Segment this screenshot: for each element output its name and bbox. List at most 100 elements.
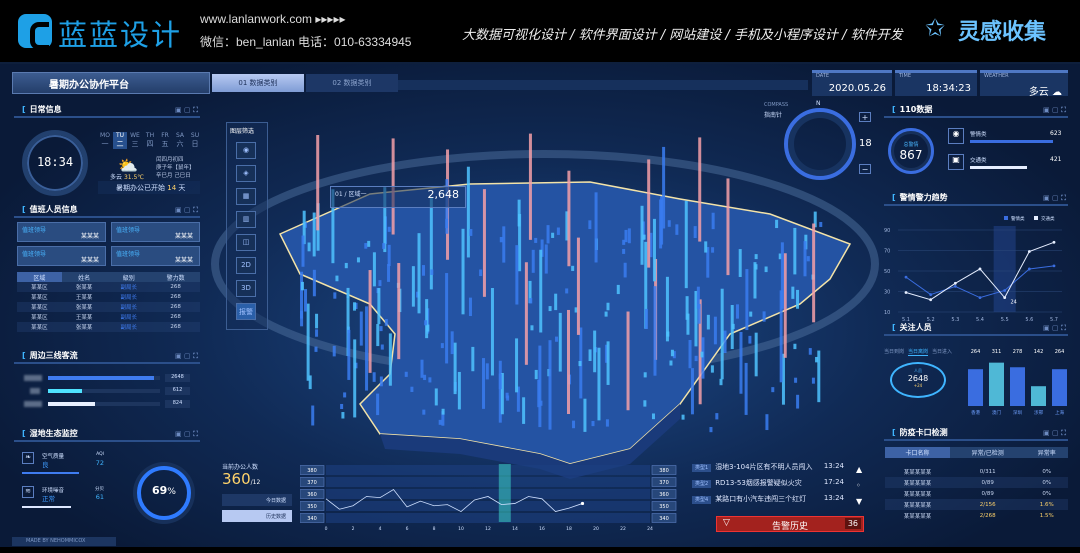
- layer-button[interactable]: ◫: [236, 234, 256, 251]
- data-point[interactable]: [953, 281, 957, 285]
- table-row[interactable]: 某某某某某 2/268 1.5%: [885, 510, 1068, 521]
- panel-controls[interactable]: ▣ ▢ ⛶: [1042, 106, 1066, 114]
- duty-card[interactable]: 值班领导 某某某: [17, 222, 106, 242]
- zoom-in-button[interactable]: +: [859, 112, 871, 122]
- event-item[interactable]: 类型1 湿地3-104片区有不明人员闯入 13:24: [692, 462, 844, 472]
- duty-card[interactable]: 值班领导 某某某: [111, 222, 200, 242]
- column-header[interactable]: 卡口名称: [885, 447, 950, 458]
- table-row[interactable]: 某某某某某 0/89 0%: [885, 488, 1068, 499]
- layer-button[interactable]: 2D: [236, 257, 256, 274]
- data-point[interactable]: [1027, 250, 1031, 253]
- website-link[interactable]: www.lanlanwork.com ▸▸▸▸▸: [200, 12, 346, 26]
- column-header[interactable]: 警力数: [151, 272, 200, 282]
- data-point[interactable]: [904, 291, 908, 294]
- scroll-up-icon[interactable]: ▲: [856, 465, 863, 474]
- compass-dial[interactable]: [784, 108, 856, 180]
- history-data-button[interactable]: 历史数据: [222, 510, 292, 522]
- panel-controls[interactable]: ▣ ▢ ⛶: [174, 352, 198, 360]
- layer-button[interactable]: ▦: [236, 188, 256, 205]
- layer-button[interactable]: 3D: [236, 280, 256, 297]
- zoom-out-button[interactable]: −: [859, 164, 871, 174]
- table-row[interactable]: 某某某某某 2/156 1.6%: [885, 499, 1068, 510]
- duty-card[interactable]: 值班领导 某某某: [111, 246, 200, 266]
- latest-point[interactable]: [580, 501, 585, 506]
- bar[interactable]: [1031, 386, 1046, 406]
- y-tick-label: 360: [659, 492, 669, 498]
- panel-controls[interactable]: ▣ ▢ ⛶: [1042, 194, 1066, 202]
- map-bar: [422, 409, 426, 415]
- map-bar: [441, 408, 445, 415]
- layer-button[interactable]: ▥: [236, 211, 256, 228]
- focus-tab[interactable]: 当日进入: [932, 349, 953, 355]
- table-row[interactable]: 某某区 张某某 副局长 268: [17, 302, 200, 312]
- data-point[interactable]: [1003, 296, 1007, 300]
- tab-data-category-2[interactable]: 02 数据类别: [306, 74, 398, 92]
- map-bar: [538, 345, 542, 428]
- table-row[interactable]: 某某某某某 0/89 0%: [885, 477, 1068, 488]
- panel-controls[interactable]: ▣ ▢ ⛶: [174, 430, 198, 438]
- layer-button[interactable]: ◈: [236, 165, 256, 182]
- map-bar: [315, 313, 319, 329]
- table-header: 卡口名称 异常/已检测 异常率: [885, 447, 1068, 458]
- panel-controls[interactable]: ▣ ▢ ⛶: [1042, 429, 1066, 437]
- panel-controls[interactable]: ▣ ▢ ⛶: [1042, 324, 1066, 332]
- data-point[interactable]: [904, 275, 908, 279]
- y-tick-label: 370: [307, 480, 317, 486]
- table-row[interactable]: 某某某某某 0/311 0%: [885, 466, 1068, 477]
- map-bar: [423, 374, 427, 381]
- bar[interactable]: [989, 362, 1004, 406]
- alarm-history-button[interactable]: ▽ 告警历史 36: [716, 516, 864, 532]
- layer-button[interactable]: 报警: [236, 303, 256, 320]
- column-header[interactable]: 級别: [106, 272, 152, 282]
- column-header[interactable]: 姓名: [61, 272, 107, 282]
- layer-button[interactable]: ◉: [236, 142, 256, 159]
- office-count-value: 360: [222, 470, 251, 488]
- focus-tab[interactable]: 当日离岗: [908, 349, 929, 356]
- scroll-down-icon[interactable]: ▼: [856, 497, 863, 506]
- map-bar: [346, 287, 350, 356]
- event-item[interactable]: 类型4 某路口有小汽车违闯三个红灯 13:24: [692, 494, 844, 504]
- data-point[interactable]: [953, 284, 957, 288]
- weekday-mo[interactable]: MO 一: [98, 132, 112, 149]
- table-row[interactable]: 某某区 王某某 副局长 268: [17, 312, 200, 322]
- data-point[interactable]: [978, 267, 982, 271]
- duty-card[interactable]: 值班领导 某某某: [17, 246, 106, 266]
- data-point[interactable]: [929, 298, 933, 302]
- column-header[interactable]: 区域: [17, 272, 62, 282]
- event-item[interactable]: 类型2 RD13-53烟感报警疑似火灾 17:24: [692, 478, 844, 488]
- column-header[interactable]: 异常/已检测: [949, 447, 1026, 458]
- table-row[interactable]: 某某区 张某某 副局长 268: [17, 322, 200, 332]
- weekday-fr[interactable]: FR 五: [158, 132, 172, 149]
- bar[interactable]: [1052, 369, 1067, 406]
- data-point[interactable]: [1027, 267, 1031, 271]
- data-point[interactable]: [929, 293, 933, 296]
- bar[interactable]: [1010, 367, 1025, 406]
- duty-name: 某某某: [80, 257, 99, 264]
- weekday-we[interactable]: WE 三: [128, 132, 142, 149]
- table-cell: 某某区: [17, 282, 62, 292]
- weekday-su[interactable]: SU 日: [188, 132, 202, 149]
- tab-data-category-1[interactable]: 01 数据类别: [212, 74, 304, 92]
- today-data-button[interactable]: 今日数据: [222, 494, 292, 506]
- focus-tab[interactable]: 当日到岗: [884, 349, 905, 355]
- data-point[interactable]: [978, 296, 982, 300]
- weekday-en: TH: [145, 132, 155, 139]
- table-row[interactable]: 某某区 张某某 副局长 268: [17, 282, 200, 292]
- panel-controls[interactable]: ▣ ▢ ⛶: [174, 106, 198, 114]
- panel-controls[interactable]: ▣ ▢ ⛶: [174, 206, 198, 214]
- weekday-th[interactable]: TH 四: [143, 132, 157, 149]
- data-point[interactable]: [1003, 289, 1007, 292]
- table-cell: 副局长: [120, 315, 138, 321]
- column-header[interactable]: 异常率: [1025, 447, 1068, 458]
- 3d-map[interactable]: [210, 104, 880, 504]
- weekday-tu[interactable]: TU 二: [113, 132, 127, 149]
- weekday-sa[interactable]: SA 六: [173, 132, 187, 149]
- map-bar: [528, 133, 532, 240]
- police-item-value: 421: [1050, 156, 1062, 163]
- map-bar: [711, 247, 715, 253]
- data-point[interactable]: [1052, 264, 1056, 268]
- bar[interactable]: [968, 369, 983, 406]
- event-scroll[interactable]: ▲ ◦ ▼: [856, 462, 862, 510]
- data-point[interactable]: [1052, 240, 1056, 244]
- table-row[interactable]: 某某区 王某某 副局长 268: [17, 292, 200, 302]
